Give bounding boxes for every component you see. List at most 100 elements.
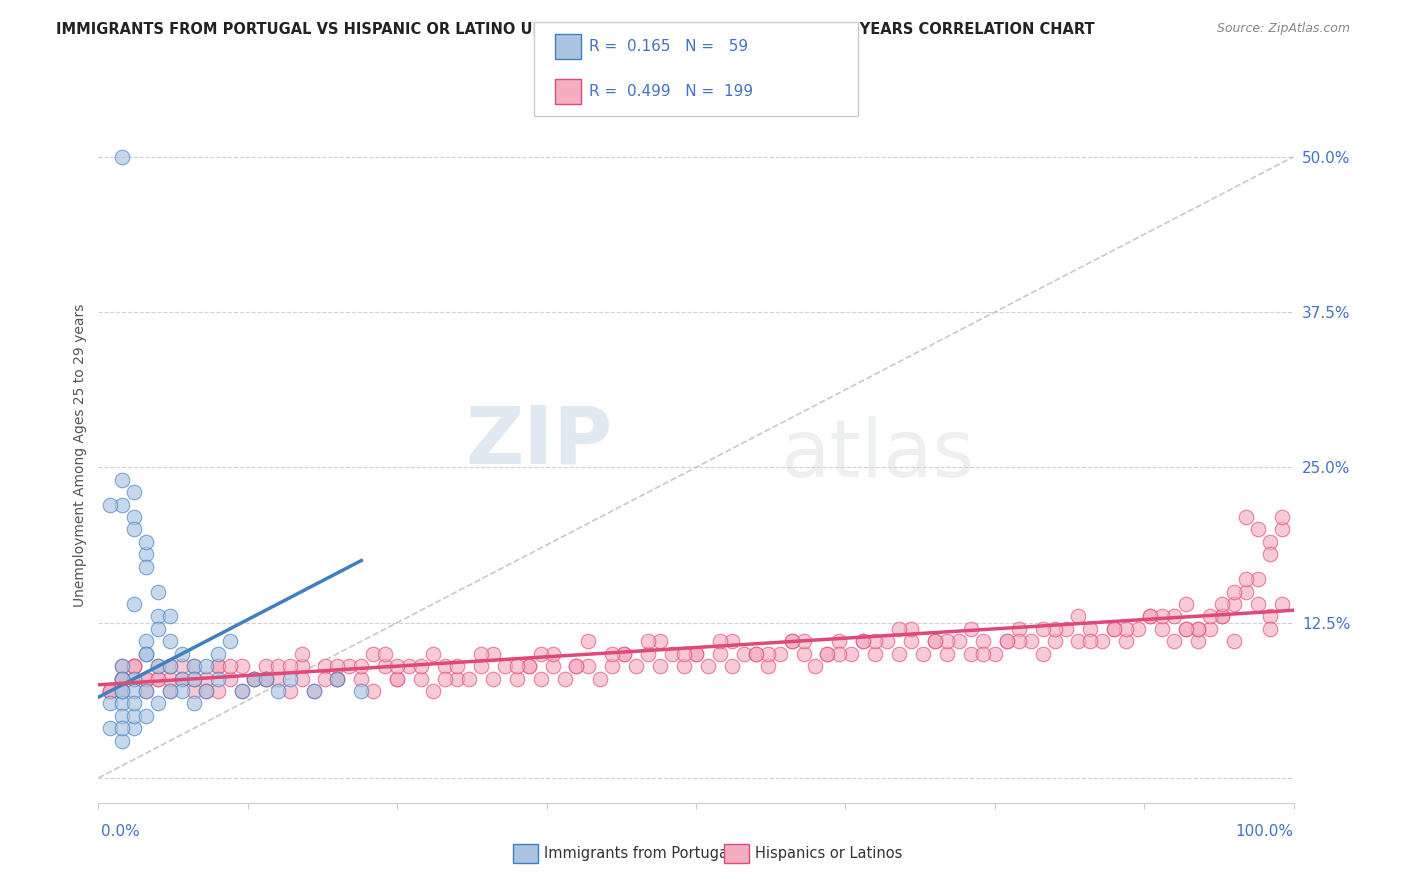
Point (1067, 609, 1090, 624)
Point (517, 659, 540, 673)
Point (972, 634, 994, 648)
Point (1211, 609, 1233, 624)
Point (326, 659, 349, 673)
Point (290, 647, 312, 661)
Point (852, 634, 875, 648)
Point (517, 659, 540, 673)
Point (135, 534, 157, 549)
Point (243, 672, 266, 686)
Point (995, 634, 1018, 648)
Point (207, 659, 229, 673)
Point (900, 622, 922, 636)
Point (637, 634, 659, 648)
Point (148, 659, 170, 673)
Point (935, 647, 957, 661)
Point (1102, 622, 1125, 636)
Point (124, 510, 146, 524)
Point (1258, 547, 1281, 561)
Point (648, 634, 672, 648)
Point (422, 684, 444, 698)
Point (111, 672, 134, 686)
Point (124, 659, 146, 673)
Text: R =  0.499   N =  199: R = 0.499 N = 199 (589, 85, 754, 99)
Point (433, 672, 456, 686)
Point (648, 659, 672, 673)
Point (111, 672, 134, 686)
Point (326, 672, 349, 686)
Point (363, 647, 385, 661)
Point (278, 659, 301, 673)
Point (1019, 634, 1042, 648)
Point (1175, 622, 1198, 636)
Point (302, 684, 325, 698)
Point (815, 647, 838, 661)
Point (1163, 634, 1185, 648)
Point (576, 634, 599, 648)
Point (768, 647, 790, 661)
Point (1258, 534, 1281, 549)
Point (135, 708, 157, 723)
Point (207, 672, 229, 686)
Point (494, 659, 516, 673)
Point (350, 659, 373, 673)
Point (135, 647, 157, 661)
Point (148, 697, 170, 711)
Point (1139, 609, 1161, 624)
Point (326, 672, 349, 686)
Point (172, 659, 194, 673)
Point (733, 647, 755, 661)
Point (172, 672, 194, 686)
Point (278, 684, 301, 698)
Point (1175, 597, 1198, 611)
Point (172, 672, 194, 686)
Point (1211, 597, 1233, 611)
Point (983, 647, 1005, 661)
Point (1222, 634, 1246, 648)
Text: Source: ZipAtlas.com: Source: ZipAtlas.com (1216, 22, 1350, 36)
Point (506, 672, 529, 686)
Point (889, 647, 911, 661)
Point (709, 647, 731, 661)
Point (172, 647, 194, 661)
Point (721, 659, 744, 673)
Point (135, 672, 157, 686)
Point (374, 647, 396, 661)
Point (1128, 622, 1150, 636)
Point (326, 672, 349, 686)
Point (111, 473, 134, 487)
Point (148, 622, 170, 636)
Point (124, 672, 146, 686)
Point (470, 659, 492, 673)
Point (124, 672, 146, 686)
Point (231, 684, 253, 698)
Point (793, 647, 815, 661)
Point (159, 659, 181, 673)
Point (1246, 523, 1268, 537)
Point (1150, 609, 1173, 624)
Point (685, 647, 707, 661)
Point (481, 647, 505, 661)
Point (1115, 622, 1137, 636)
Point (111, 708, 134, 723)
Point (685, 647, 707, 661)
Point (576, 659, 599, 673)
Point (1102, 622, 1125, 636)
Point (183, 697, 205, 711)
Point (624, 659, 647, 673)
Point (111, 733, 134, 747)
Point (148, 609, 170, 624)
Point (1032, 622, 1054, 636)
Point (1198, 609, 1220, 624)
Point (481, 672, 505, 686)
Point (98, 697, 122, 711)
Point (1091, 634, 1114, 648)
Text: Immigrants from Portugal: Immigrants from Portugal (544, 847, 733, 861)
Point (422, 647, 444, 661)
Point (111, 150, 134, 164)
Point (411, 672, 433, 686)
Point (363, 684, 385, 698)
Point (565, 659, 588, 673)
Point (756, 647, 779, 661)
Point (446, 672, 468, 686)
Point (135, 559, 157, 574)
